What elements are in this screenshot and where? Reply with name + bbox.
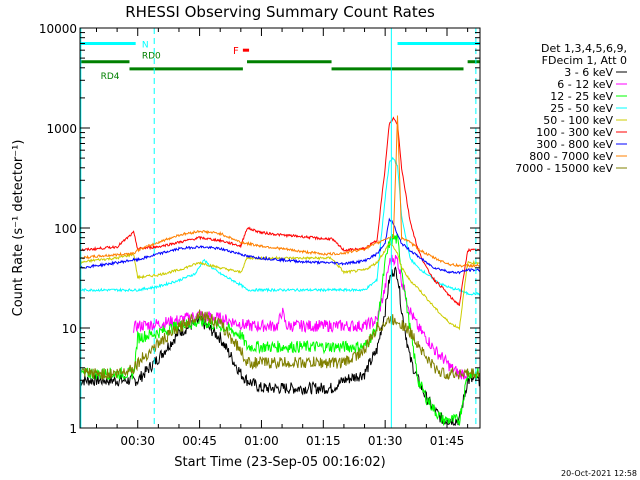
y-tick-label: 10 (62, 322, 77, 336)
legend-header: FDecim 1, Att 0 (542, 54, 627, 67)
series-line-3 (80, 156, 480, 296)
legend-label: 800 - 7000 keV (529, 150, 613, 163)
legend-label: 6 - 12 keV (557, 78, 613, 91)
series-line-5 (80, 116, 480, 307)
annotation-rd4: RD4 (101, 72, 120, 82)
legend-label: 12 - 25 keV (550, 90, 613, 103)
legend-label: 25 - 50 keV (550, 102, 613, 115)
legend-label: 3 - 6 keV (564, 66, 613, 79)
annotation-n: N (142, 40, 149, 50)
y-axis-label: Count Rate (s⁻¹ detector⁻¹) (11, 140, 26, 317)
y-tick-label: 10000 (39, 22, 77, 36)
y-axis: 1 10 100 1000 10000 (39, 22, 480, 436)
legend-header: Det 1,3,4,5,6,9, (541, 42, 627, 55)
flag-bars-layer (80, 41, 480, 71)
series-line-1 (133, 254, 469, 380)
y-tick-label: 100 (54, 222, 77, 236)
footer-timestamp: 20-Oct-2021 12:58 (561, 469, 637, 478)
y-tick-label: 1000 (46, 122, 77, 136)
annotations-layer: N F RD0 RD4 (101, 40, 239, 81)
x-tick-label: 01:15 (306, 434, 341, 448)
legend-label: 300 - 800 keV (536, 138, 613, 151)
annotation-f: F (233, 46, 239, 57)
legend-label: 7000 - 15000 keV (515, 162, 613, 175)
series-line-6 (80, 217, 480, 275)
x-tick-label: 00:30 (120, 434, 155, 448)
x-tick-label: 01:00 (244, 434, 279, 448)
chart-title: RHESSI Observing Summary Count Rates (125, 3, 435, 21)
x-axis-label: Start Time (23-Sep-05 00:16:02) (174, 455, 385, 470)
x-axis: 00:30 00:45 01:00 01:15 01:30 01:45 (95, 28, 469, 448)
series-layer (80, 115, 480, 427)
annotation-rd0: RD0 (142, 52, 161, 62)
plot-frame (79, 27, 481, 429)
x-tick-label: 01:30 (368, 434, 403, 448)
series-line-4 (80, 242, 480, 331)
x-tick-label: 01:45 (430, 434, 465, 448)
x-tick-label: 00:45 (182, 434, 217, 448)
legend: Det 1,3,4,5,6,9,FDecim 1, Att 03 - 6 keV… (515, 42, 627, 175)
legend-label: 100 - 300 keV (536, 126, 613, 139)
legend-label: 50 - 100 keV (543, 114, 613, 127)
series-line-7 (80, 115, 480, 269)
series-line-8 (80, 309, 480, 381)
series-line-0 (80, 266, 480, 427)
y-tick-label: 1 (69, 422, 77, 436)
series-line-2 (80, 234, 480, 426)
